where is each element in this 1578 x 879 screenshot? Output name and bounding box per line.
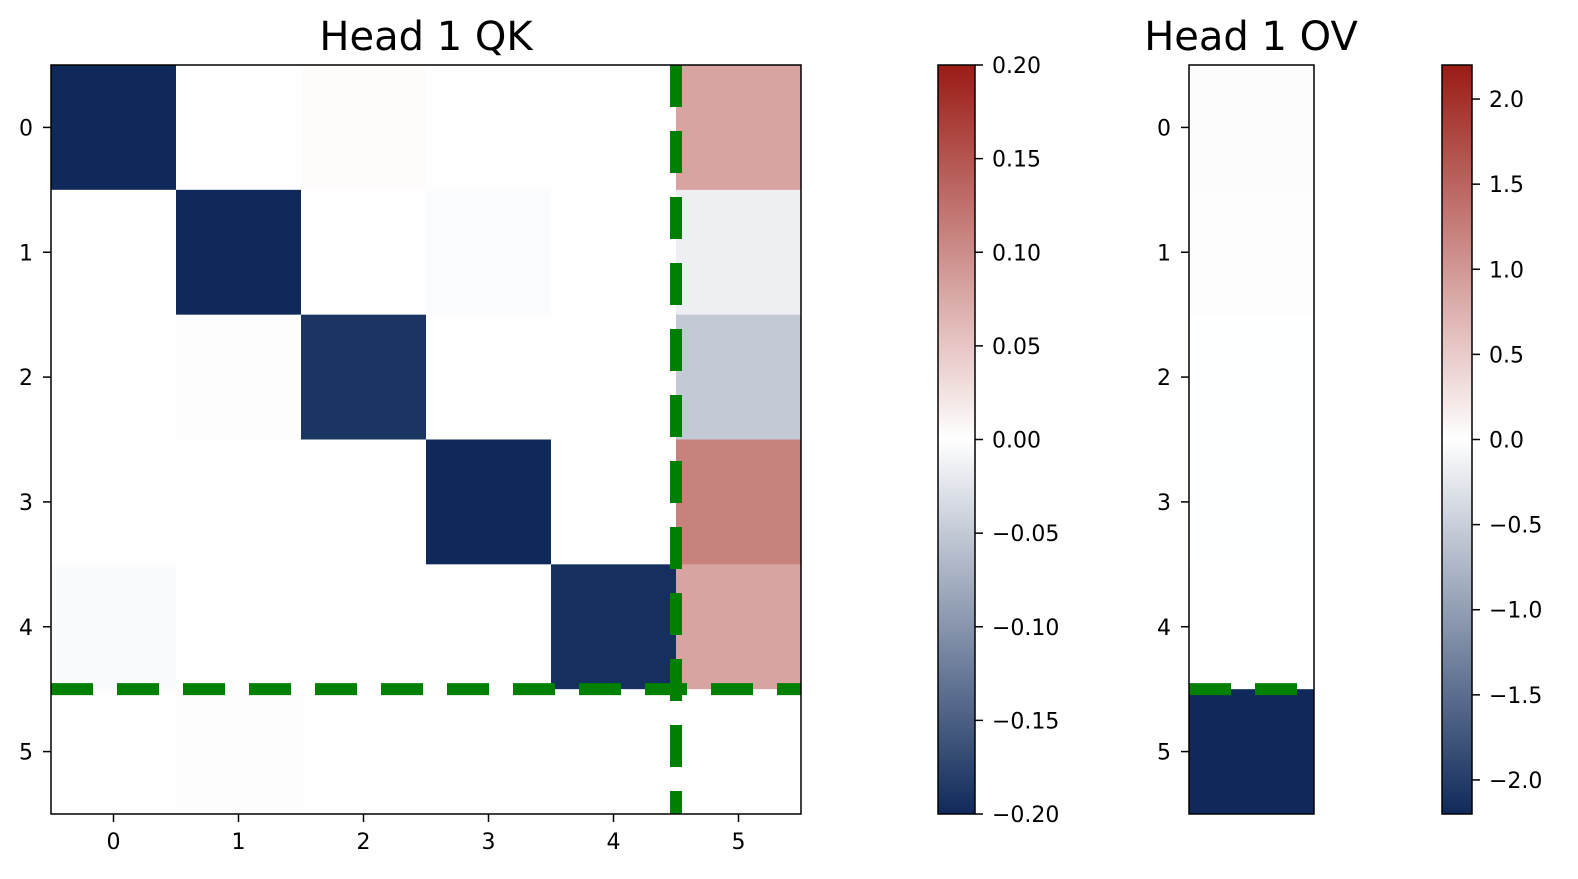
colorbar-tick-label: −2.0: [1489, 769, 1542, 794]
ov-ytick-label: 4: [1157, 616, 1171, 641]
qk-cell-r2-c0: [51, 314, 177, 440]
ov-colorbar: [1441, 64, 1473, 815]
qk-cell-r3-c0: [51, 439, 177, 565]
ov-y-axis: 0 1 2 3 4 5: [1157, 116, 1189, 766]
ov-ytick-label: 1: [1157, 241, 1171, 266]
qk-colorbar-axis: 0.20 0.15 0.10 0.05 0.00 −0.05 −0.10 −0.15 −0.20: [975, 54, 1059, 828]
qk-ytick-label: 2: [19, 366, 33, 391]
qk-ytick-label: 0: [19, 116, 33, 141]
qk-xtick-label: 5: [732, 830, 746, 855]
qk-cell-r4-c5: [676, 564, 802, 690]
qk-cell-r0-c5: [676, 65, 802, 191]
colorbar-tick-label: 0.10: [992, 241, 1041, 266]
ov-heatmap: [1189, 65, 1314, 815]
ov-frame: [1188, 64, 1315, 815]
ov-ytick-label: 2: [1157, 366, 1171, 391]
qk-x-axis: 0 1 2 3 4 5: [107, 814, 746, 855]
qk-cell-r0-c2: [301, 65, 427, 191]
qk-cell-r3-c1: [176, 439, 302, 565]
qk-cell-r0-c0: [51, 65, 177, 191]
colorbar-tick-label: −1.5: [1489, 684, 1542, 709]
ov-ytick-label: 3: [1157, 491, 1171, 516]
colorbar-tick-label: 1.0: [1489, 258, 1524, 283]
qk-ytick-label: 1: [19, 241, 33, 266]
ov-cell-r1: [1189, 189, 1314, 316]
qk-divider-lines: [51, 65, 801, 814]
qk-cell-r5-c3: [426, 689, 552, 815]
qk-colorbar: [937, 64, 976, 815]
qk-cell-r3-c5: [676, 439, 802, 565]
colorbar-tick-label: 1.5: [1489, 173, 1524, 198]
colorbar-tick-label: 0.5: [1489, 343, 1524, 368]
ov-cell-r0: [1189, 65, 1314, 191]
qk-xtick-label: 3: [482, 830, 496, 855]
qk-ytick-label: 3: [19, 491, 33, 516]
qk-cell-r3-c3: [426, 439, 552, 565]
colorbar-tick-label: −0.20: [992, 803, 1059, 828]
qk-frame: [50, 64, 802, 815]
qk-title: Head 1 QK: [319, 14, 534, 60]
qk-cell-r1-c3: [426, 189, 552, 316]
colorbar-tick-label: 0.20: [992, 54, 1041, 79]
colorbar-tick-label: −1.0: [1489, 599, 1542, 624]
colorbar-tick-label: −0.15: [992, 709, 1059, 734]
qk-cell-r4-c3: [426, 564, 552, 690]
qk-cell-r2-c5: [676, 314, 802, 440]
qk-xtick-label: 4: [607, 830, 621, 855]
qk-cell-r1-c4: [551, 189, 677, 316]
qk-cell-r4-c4: [551, 564, 677, 690]
qk-cell-r0-c1: [176, 65, 302, 191]
colorbar-tick-label: −0.5: [1489, 514, 1542, 539]
ov-title: Head 1 OV: [1144, 14, 1358, 60]
qk-cell-r0-c4: [551, 65, 677, 191]
qk-cell-r1-c2: [301, 189, 427, 316]
qk-cell-r2-c3: [426, 314, 552, 440]
colorbar-tick-label: 0.05: [992, 335, 1041, 360]
qk-cell-r1-c5: [676, 189, 802, 316]
ov-ytick-label: 5: [1157, 741, 1171, 766]
ov-cell-r4: [1189, 564, 1314, 690]
qk-cell-r3-c4: [551, 439, 677, 565]
qk-cell-r5-c2: [301, 689, 427, 815]
colorbar-tick-label: 0.0: [1489, 429, 1524, 454]
colorbar-tick-label: 0.15: [992, 148, 1041, 173]
qk-cell-r4-c0: [51, 564, 177, 690]
colorbar-tick-label: 0.00: [992, 429, 1041, 454]
qk-heatmap: [51, 65, 802, 815]
qk-xtick-label: 0: [107, 830, 121, 855]
colorbar-tick-label: −0.10: [992, 616, 1059, 641]
qk-xtick-label: 2: [357, 830, 371, 855]
qk-cell-r2-c1: [176, 314, 302, 440]
qk-cell-r5-c0: [51, 689, 177, 815]
qk-cell-r2-c2: [301, 314, 427, 440]
qk-cell-r1-c1: [176, 189, 302, 316]
qk-cell-r2-c4: [551, 314, 677, 440]
colorbar-tick-label: 2.0: [1489, 88, 1524, 113]
qk-cell-r3-c2: [301, 439, 427, 565]
ov-cell-r5: [1189, 689, 1314, 815]
qk-ytick-label: 5: [19, 741, 33, 766]
qk-cell-r5-c1: [176, 689, 302, 815]
ov-cell-r2: [1189, 314, 1314, 440]
ov-colorbar-axis: 2.0 1.5 1.0 0.5 0.0 −0.5 −1.0 −1.5 −2.0: [1472, 88, 1542, 794]
qk-ytick-label: 4: [19, 616, 33, 641]
qk-cell-r5-c4: [551, 689, 677, 815]
ov-cell-r3: [1189, 439, 1314, 565]
qk-cell-r0-c3: [426, 65, 552, 191]
qk-cell-r4-c2: [301, 564, 427, 690]
ov-ytick-label: 0: [1157, 116, 1171, 141]
qk-xtick-label: 1: [232, 830, 246, 855]
qk-cell-r4-c1: [176, 564, 302, 690]
qk-cell-r1-c0: [51, 189, 177, 316]
qk-y-axis: 0 1 2 3 4 5: [19, 116, 51, 766]
qk-cell-r5-c5: [676, 689, 802, 815]
colorbar-tick-label: −0.05: [992, 522, 1059, 547]
